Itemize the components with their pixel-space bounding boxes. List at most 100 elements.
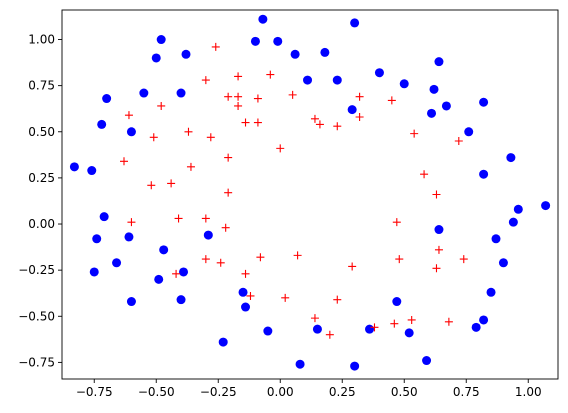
- plot-points: [69, 14, 551, 371]
- data-point-circle: [87, 166, 97, 176]
- data-point-plus: [420, 170, 429, 179]
- data-point-plus: [432, 264, 441, 273]
- data-point-plus: [387, 96, 396, 105]
- y-tick-label: −0.25: [18, 263, 55, 277]
- data-point-circle: [429, 84, 439, 94]
- data-point-circle: [479, 97, 489, 107]
- data-point-plus: [370, 323, 379, 332]
- y-tick-label: 0.25: [28, 171, 55, 185]
- data-point-circle: [491, 234, 501, 244]
- data-point-circle: [112, 258, 122, 268]
- data-point-plus: [167, 179, 176, 188]
- data-point-plus: [241, 118, 250, 127]
- data-point-plus: [293, 251, 302, 260]
- data-point-circle: [479, 169, 489, 179]
- data-point-circle: [508, 217, 518, 227]
- data-point-plus: [172, 269, 181, 278]
- data-point-plus: [127, 218, 136, 227]
- data-point-plus: [266, 70, 275, 79]
- data-point-plus: [333, 295, 342, 304]
- data-point-circle: [374, 68, 384, 78]
- data-point-plus: [355, 113, 364, 122]
- data-point-circle: [498, 258, 508, 268]
- data-point-circle: [404, 328, 414, 338]
- data-point-plus: [234, 72, 243, 81]
- data-point-circle: [303, 75, 313, 85]
- data-point-plus: [224, 92, 233, 101]
- data-point-circle: [99, 212, 109, 222]
- data-point-circle: [273, 36, 283, 46]
- data-point-plus: [390, 319, 399, 328]
- x-tick-label: 0.50: [391, 385, 418, 399]
- data-point-plus: [310, 314, 319, 323]
- data-point-circle: [102, 94, 112, 104]
- x-tick-label: 0.75: [453, 385, 480, 399]
- data-point-plus: [246, 291, 255, 300]
- data-point-plus: [241, 269, 250, 278]
- data-point-circle: [290, 49, 300, 59]
- data-point-plus: [392, 218, 401, 227]
- data-point-plus: [276, 144, 285, 153]
- data-point-plus: [256, 253, 265, 262]
- data-point-circle: [156, 35, 166, 45]
- data-point-plus: [310, 114, 319, 123]
- series-0: [69, 14, 551, 371]
- data-point-plus: [206, 133, 215, 142]
- data-point-circle: [434, 57, 444, 67]
- data-point-circle: [238, 287, 248, 297]
- data-point-plus: [454, 136, 463, 145]
- data-point-plus: [147, 181, 156, 190]
- data-point-plus: [444, 317, 453, 326]
- data-point-plus: [221, 223, 230, 232]
- plot-frame: [61, 9, 559, 380]
- data-point-plus: [288, 90, 297, 99]
- series-1: [120, 42, 468, 339]
- data-point-circle: [365, 324, 375, 334]
- data-point-plus: [174, 214, 183, 223]
- data-point-plus: [253, 118, 262, 127]
- data-point-circle: [350, 18, 360, 28]
- data-point-circle: [434, 225, 444, 235]
- data-point-circle: [541, 201, 551, 211]
- data-point-circle: [422, 356, 432, 366]
- data-point-plus: [234, 101, 243, 110]
- data-point-circle: [427, 108, 437, 118]
- data-point-circle: [89, 267, 99, 277]
- data-point-circle: [513, 204, 523, 214]
- data-point-plus: [432, 190, 441, 199]
- data-point-plus: [224, 153, 233, 162]
- data-point-plus: [407, 315, 416, 324]
- data-point-circle: [320, 47, 330, 57]
- data-point-plus: [315, 120, 324, 129]
- data-point-plus: [124, 111, 133, 120]
- data-point-circle: [176, 295, 186, 305]
- data-point-circle: [69, 162, 79, 172]
- data-point-plus: [410, 129, 419, 138]
- data-point-circle: [179, 267, 189, 277]
- data-point-circle: [154, 274, 164, 284]
- data-point-plus: [281, 293, 290, 302]
- data-point-circle: [486, 287, 496, 297]
- data-point-circle: [399, 79, 409, 89]
- y-tick-label: 0.75: [28, 79, 55, 93]
- data-point-plus: [211, 42, 220, 51]
- data-point-plus: [216, 258, 225, 267]
- data-point-circle: [92, 234, 102, 244]
- x-tick-label: −0.75: [76, 385, 113, 399]
- y-tick-label: 1.00: [28, 33, 55, 47]
- data-point-plus: [434, 245, 443, 254]
- data-point-plus: [120, 157, 128, 166]
- data-point-circle: [124, 232, 134, 242]
- y-tick-label: 0.50: [28, 125, 55, 139]
- data-point-circle: [471, 322, 481, 332]
- data-point-circle: [347, 105, 357, 115]
- data-point-circle: [392, 297, 402, 307]
- data-point-circle: [295, 359, 305, 369]
- data-point-plus: [201, 255, 210, 264]
- data-point-circle: [181, 49, 191, 59]
- data-point-circle: [506, 153, 516, 163]
- data-point-circle: [250, 36, 260, 46]
- data-point-plus: [149, 133, 158, 142]
